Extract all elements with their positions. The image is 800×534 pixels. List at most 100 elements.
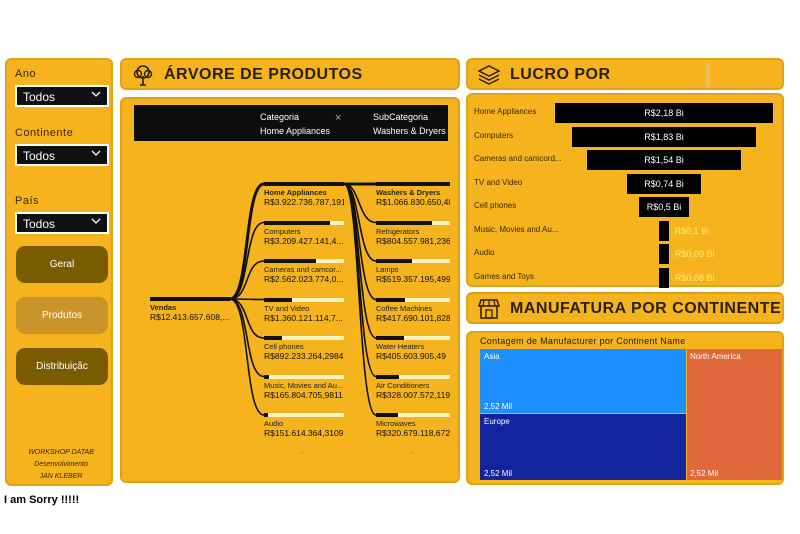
node-bar-fill	[264, 297, 292, 302]
crumb-category-value: Home Appliances	[260, 126, 331, 136]
ano-dropdown[interactable]: Todos	[15, 85, 109, 107]
node-value: R$165.804.705,9811	[264, 389, 343, 400]
store-icon	[477, 299, 501, 319]
funnel-label: Music, Movies and Au...	[474, 224, 559, 234]
funnel-value: R$0,5 Bi	[646, 202, 682, 212]
funnel-row[interactable]: Games and Toys R$0,08 Bi	[468, 267, 786, 288]
funnel-row[interactable]: Computers R$1,83 Bi	[468, 126, 786, 147]
crumb-category-label: Categoria	[260, 112, 300, 122]
funnel-row[interactable]: Audio R$0,09 Bi	[468, 244, 786, 264]
node-value: R$417.690.101,828	[376, 312, 450, 323]
node-label: Microwaves	[376, 419, 416, 428]
tree-node-category[interactable]: Cameras and camcor... R$2.562.023.774,0..…	[264, 259, 344, 284]
tree-node-category[interactable]: Music, Movies and Au... R$165.804.705,981…	[264, 374, 344, 400]
funnel-value: R$0,1 Bi	[674, 225, 710, 236]
lucro-funnel: Home Appliances R$2,18 Bi Computers R$1,83 …	[466, 93, 786, 288]
node-label: TV and Video	[264, 303, 310, 313]
node-value: R$804.557.981,236	[376, 235, 450, 246]
node-label: Coffee Machines	[376, 303, 433, 313]
tree-node-subcategory[interactable]: Washers & Dryers R$1.066.830.650,48	[376, 182, 450, 207]
cell-label: North America	[690, 352, 741, 361]
funnel-row[interactable]: Music, Movies and Au... R$0,1 Bi	[468, 220, 786, 241]
node-bar	[376, 413, 450, 417]
chevron-down-icon	[91, 218, 101, 224]
funnel-label: Audio	[474, 248, 495, 257]
crumb-subcategory-label: SubCategoria	[373, 112, 429, 122]
close-icon[interactable]: ×	[335, 112, 342, 124]
node-bar	[376, 374, 450, 379]
treemap-cell-north-america[interactable]: North America 2,52 Mil	[687, 349, 782, 480]
node-bar-fill	[376, 413, 399, 417]
node-label: Cell phones	[264, 342, 304, 351]
funnel-row[interactable]: TV and Video R$0,74 Bi	[468, 173, 786, 194]
tree-node-category[interactable]: Audio R$151.614.364,3109	[264, 413, 344, 438]
tree-node-subcategory[interactable]: Refrigerators R$804.557.981,236	[376, 220, 450, 246]
ano-value: Todos	[23, 90, 56, 104]
treemap-cell-europe[interactable]: Europe 2,52 Mil	[480, 414, 686, 480]
node-bar	[264, 336, 344, 340]
node-value: R$892.233.264,2984	[264, 351, 344, 361]
tree-link	[343, 183, 377, 378]
funnel-label: Computers	[474, 130, 514, 140]
tree-node-category[interactable]: Computers R$3.209.427.141,4...	[264, 220, 344, 246]
node-value: R$320.679.118,672	[376, 428, 450, 438]
node-value: R$12.413.657.608,...	[150, 312, 230, 322]
node-bar-fill	[264, 182, 344, 186]
tree-node-category[interactable]: Cell phones R$892.233.264,2984	[264, 336, 344, 361]
node-label: Lamps	[376, 265, 399, 274]
tree-node-category[interactable]: TV and Video R$1.360.121.114,7...	[264, 297, 344, 323]
funnel-row[interactable]: Home Appliances R$2,18 Bi	[468, 103, 786, 123]
manufatura-title: MANUFATURA POR CONTINENTE	[510, 300, 782, 317]
node-bar	[264, 297, 344, 302]
tree-node-subcategory[interactable]: Air Conditioners R$328.007.572,119	[376, 374, 450, 400]
funnel-value: R$1,54 Bi	[644, 155, 684, 165]
funnel-label: Cell phones	[474, 201, 517, 210]
node-label: Water Heaters	[376, 342, 425, 351]
tree-header: ÁRVORE DE PRODUTOS	[120, 58, 460, 90]
node-bar-fill	[376, 374, 399, 379]
distribuicao-button[interactable]: Distribuiçãc	[16, 348, 108, 385]
funnel-row[interactable]: Cell phones R$0,5 Bi	[468, 197, 786, 217]
funnel-value: R$1,83 Bi	[644, 131, 684, 142]
chevron-down-icon	[91, 91, 101, 97]
node-value: R$2.562.023.774,0...	[264, 274, 344, 284]
node-label: Refrigerators	[376, 226, 420, 236]
tree-node-subcategory[interactable]: Lamps R$519.357.195,499	[376, 259, 450, 284]
node-value: R$3.209.427.141,4...	[264, 235, 344, 246]
node-bar	[264, 374, 344, 379]
ano-label: Ano	[15, 68, 37, 80]
expand-more-icon[interactable]: ⌄	[407, 445, 417, 457]
tree-node-root[interactable]: Vendas R$12.413.657.608,...	[150, 297, 230, 322]
produtos-button[interactable]: Produtos	[16, 297, 108, 334]
funnel-bar: R$0,1 Bi	[658, 220, 709, 241]
treemap-cell-asia[interactable]: Asia 2,52 Mil	[480, 349, 686, 413]
tree-connectors	[229, 182, 377, 416]
node-bar	[150, 297, 230, 301]
layers-icon	[477, 65, 501, 85]
continente-value: Todos	[23, 149, 56, 163]
tree-link	[229, 221, 265, 300]
credit-line-2: Desenvolvimento	[34, 461, 88, 468]
funnel-label: TV and Video	[474, 177, 523, 187]
node-value: R$328.007.572,119	[376, 389, 450, 400]
node-bar-fill	[376, 297, 405, 302]
tree-node-subcategory[interactable]: Coffee Machines R$417.690.101,828	[376, 297, 450, 323]
expand-more-icon[interactable]: ⌄	[297, 445, 307, 457]
tree-node-subcategory[interactable]: Water Heaters R$405.603.905,49	[376, 336, 450, 361]
pais-dropdown[interactable]: Todos	[15, 212, 109, 234]
funnel-label: Home Appliances	[474, 107, 537, 116]
funnel-bar: R$0,09 Bi	[659, 244, 715, 264]
tree-node-category[interactable]: Home Appliances R$3.922.736.787,191	[264, 182, 344, 207]
tree-node-subcategory[interactable]: Microwaves R$320.679.118,672	[376, 413, 450, 438]
tree-link	[229, 182, 265, 301]
node-bar	[376, 259, 450, 263]
geral-button[interactable]: Geral	[16, 246, 108, 283]
node-label: Audio	[264, 419, 284, 428]
node-bar-fill	[264, 336, 283, 340]
manufatura-header: MANUFATURA POR CONTINENTE	[466, 292, 784, 324]
funnel-value: R$0,74 Bi	[644, 178, 684, 189]
manufatura-treemap: Contagem de Manufacturer por Continent N…	[466, 331, 784, 485]
lucro-title: LUCRO POR	[510, 66, 611, 83]
funnel-row[interactable]: Cameras and camcord... R$1,54 Bi	[468, 150, 786, 170]
continente-dropdown[interactable]: Todos	[15, 144, 109, 166]
